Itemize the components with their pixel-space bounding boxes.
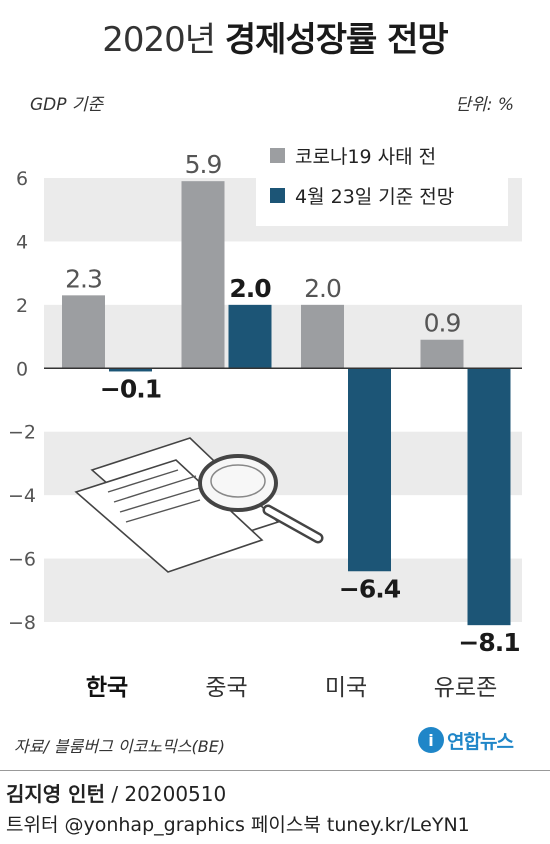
author: 김지영 인턴 (6, 782, 105, 806)
legend-label: 4월 23일 기준 전망 (295, 186, 454, 208)
chart-title: 2020년 경제성장률 전망 (0, 12, 550, 61)
bar (228, 304, 272, 369)
bar (420, 339, 464, 369)
credit-line: 김지영 인턴 / 20200510 (6, 778, 226, 807)
legend-label: 코로나19 사태 전 (295, 146, 436, 168)
document-text-line-icon (107, 469, 179, 493)
magnifier-rim-icon (210, 464, 266, 498)
data-label: 2.3 (65, 264, 102, 293)
unit-label: 단위: % (455, 95, 514, 115)
data-label: −8.1 (458, 628, 519, 657)
bar (109, 368, 152, 372)
title-year: 2020년 (102, 20, 216, 60)
legend-swatch (270, 148, 285, 163)
date: / 20200510 (104, 782, 227, 806)
title-main: 경제성장률 전망 (224, 20, 449, 60)
x-category-label: 미국 (325, 675, 367, 701)
x-category-label: 한국 (86, 675, 128, 701)
footer-divider (0, 770, 550, 771)
logo-text: 연합뉴스 (447, 730, 514, 753)
y-tick-label: 4 (16, 231, 28, 253)
y-tick-label: −8 (8, 612, 36, 634)
yonhap-logo: i 연합뉴스 (418, 726, 514, 754)
magnifier-handle-inner-icon (265, 507, 321, 541)
data-label: 2.0 (229, 274, 271, 303)
bar (62, 295, 105, 369)
social-links: 트위터 @yonhap_graphics 페이스북 tuney.kr/LeYN1 (6, 814, 470, 836)
y-tick-label: 0 (16, 358, 28, 380)
x-category-label: 중국 (205, 675, 247, 701)
document-text-line-icon (125, 499, 201, 523)
data-label: 2.0 (304, 274, 341, 303)
data-label: −6.4 (339, 574, 401, 603)
y-tick-label: −4 (8, 485, 36, 507)
data-label: 0.9 (424, 309, 461, 338)
data-label: 5.9 (185, 150, 222, 179)
y-tick-label: 6 (16, 168, 28, 190)
source-note: 자료/ 블룸버그 이코노믹스(BE) (14, 737, 226, 756)
legend-box (256, 134, 508, 226)
legend-swatch (270, 188, 285, 203)
document-text-line-icon (119, 485, 207, 513)
bar (467, 368, 511, 626)
bar (301, 304, 344, 369)
y-tick-label: 2 (16, 295, 28, 317)
logo-mark-icon: i (418, 727, 444, 753)
document-text-line-icon (113, 475, 197, 503)
bar-chart: 6 4 2 0 −2 −4 −6 −8 2.3 −0.1 한국 5.9 2.0 중국 2.0 −6.4 미국 0.… (8, 134, 522, 701)
grid-band (44, 558, 522, 622)
x-category-label: 유로존 (434, 675, 497, 701)
bar (348, 368, 391, 572)
bar (181, 181, 225, 369)
data-label: −0.1 (100, 374, 161, 403)
y-tick-label: −6 (8, 549, 36, 571)
y-tick-label: −2 (8, 422, 36, 444)
basis-label: GDP 기준 (30, 95, 104, 115)
